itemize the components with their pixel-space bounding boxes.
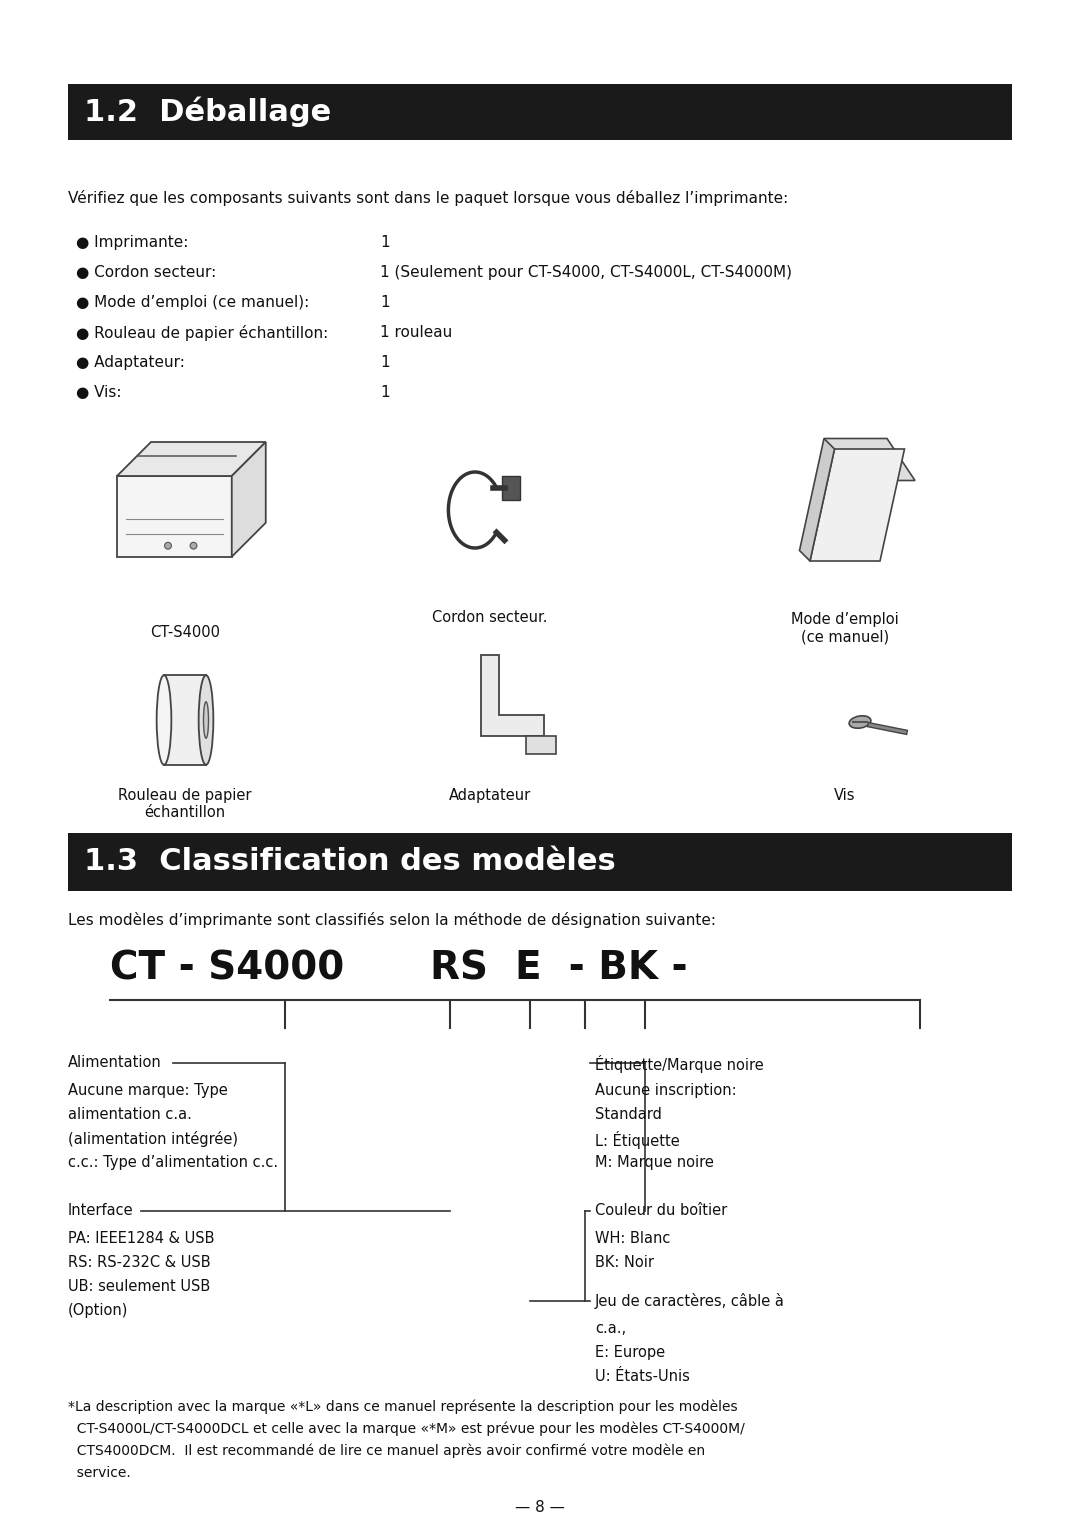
Circle shape [190, 543, 197, 549]
Text: CT-S4000: CT-S4000 [150, 625, 220, 641]
Text: c.a.,: c.a., [595, 1321, 626, 1336]
Text: Standard: Standard [595, 1107, 662, 1122]
Text: Les modèles d’imprimante sont classifiés selon la méthode de désignation suivant: Les modèles d’imprimante sont classifiés… [68, 911, 716, 928]
Text: UB: seulement USB: UB: seulement USB [68, 1278, 211, 1294]
Polygon shape [232, 442, 266, 557]
Text: E: Europe: E: Europe [595, 1346, 665, 1359]
Text: U: États-Unis: U: États-Unis [595, 1368, 690, 1384]
Text: Interface: Interface [68, 1203, 134, 1219]
Text: alimentation c.a.: alimentation c.a. [68, 1107, 192, 1122]
Bar [164, 676, 206, 764]
Text: L: Étiquette: L: Étiquette [595, 1131, 679, 1148]
Text: 1.2  Déballage: 1.2 Déballage [84, 96, 332, 127]
Text: 1: 1 [380, 385, 390, 401]
Text: Couleur du boîtier: Couleur du boîtier [595, 1203, 727, 1219]
Bar [68, 84, 1012, 141]
Text: ● Imprimante:: ● Imprimante: [76, 235, 188, 251]
Text: CTS4000DCM.  Il est recommandé de lire ce manuel après avoir confirmé votre modè: CTS4000DCM. Il est recommandé de lire ce… [68, 1443, 705, 1459]
Text: M: Marque noire: M: Marque noire [595, 1154, 714, 1170]
Text: Adaptateur: Adaptateur [449, 787, 531, 803]
Text: 1 (Seulement pour CT-S4000, CT-S4000L, CT-S4000M): 1 (Seulement pour CT-S4000, CT-S4000L, C… [380, 265, 792, 280]
Ellipse shape [157, 676, 172, 764]
Text: CT - S4000: CT - S4000 [110, 950, 345, 988]
Polygon shape [117, 476, 232, 557]
Text: *La description avec la marque «*L» dans ce manuel représente la description pou: *La description avec la marque «*L» dans… [68, 1401, 738, 1414]
Polygon shape [824, 439, 915, 480]
Text: 1 rouleau: 1 rouleau [380, 326, 453, 339]
Bar [68, 833, 1012, 891]
Text: (alimentation intégrée): (alimentation intégrée) [68, 1131, 238, 1147]
Text: BK: Noir: BK: Noir [595, 1255, 654, 1271]
Text: ● Vis:: ● Vis: [76, 385, 121, 401]
Text: Vis: Vis [834, 787, 855, 803]
Circle shape [164, 543, 172, 549]
Text: CT-S4000L/CT-S4000DCL et celle avec la marque «*M» est prévue pour les modèles C: CT-S4000L/CT-S4000DCL et celle avec la m… [68, 1422, 745, 1437]
Text: Vérifiez que les composants suivants sont dans le paquet lorsque vous déballez l: Vérifiez que les composants suivants son… [68, 190, 788, 206]
Text: c.c.: Type d’alimentation c.c.: c.c.: Type d’alimentation c.c. [68, 1154, 279, 1170]
Polygon shape [117, 442, 266, 476]
Text: Aucune inscription:: Aucune inscription: [595, 1083, 737, 1098]
Text: ● Mode d’emploi (ce manuel):: ● Mode d’emploi (ce manuel): [76, 295, 309, 310]
Text: — 8 —: — 8 — [515, 1500, 565, 1515]
Text: ● Cordon secteur:: ● Cordon secteur: [76, 265, 216, 280]
Polygon shape [526, 735, 556, 754]
Text: Jeu de caractères, câble à: Jeu de caractères, câble à [595, 1294, 785, 1309]
Text: ● Adaptateur:: ● Adaptateur: [76, 355, 185, 370]
Text: RS  E  - BK -: RS E - BK - [430, 950, 688, 988]
Text: 1: 1 [380, 355, 390, 370]
Text: Cordon secteur.: Cordon secteur. [432, 610, 548, 625]
Text: Étiquette/Marque noire: Étiquette/Marque noire [595, 1055, 764, 1073]
Text: 1: 1 [380, 295, 390, 310]
Polygon shape [481, 654, 544, 735]
Ellipse shape [199, 676, 214, 764]
Polygon shape [810, 450, 905, 561]
Text: 1.3  Classification des modèles: 1.3 Classification des modèles [84, 847, 616, 876]
Text: ● Rouleau de papier échantillon:: ● Rouleau de papier échantillon: [76, 326, 328, 341]
Text: WH: Blanc: WH: Blanc [595, 1231, 671, 1246]
Text: PA: IEEE1284 & USB: PA: IEEE1284 & USB [68, 1231, 215, 1246]
Text: (Option): (Option) [68, 1303, 129, 1318]
Bar [501, 476, 519, 500]
Ellipse shape [849, 716, 870, 728]
Text: RS: RS-232C & USB: RS: RS-232C & USB [68, 1255, 211, 1271]
Text: Mode d’emploi
(ce manuel): Mode d’emploi (ce manuel) [792, 612, 899, 644]
Text: Rouleau de papier
échantillon: Rouleau de papier échantillon [118, 787, 252, 821]
Text: Aucune marque: Type: Aucune marque: Type [68, 1083, 228, 1098]
Polygon shape [799, 439, 835, 561]
Text: service.: service. [68, 1466, 131, 1480]
Text: Alimentation: Alimentation [68, 1055, 162, 1070]
Text: 1: 1 [380, 235, 390, 251]
Ellipse shape [203, 702, 208, 739]
